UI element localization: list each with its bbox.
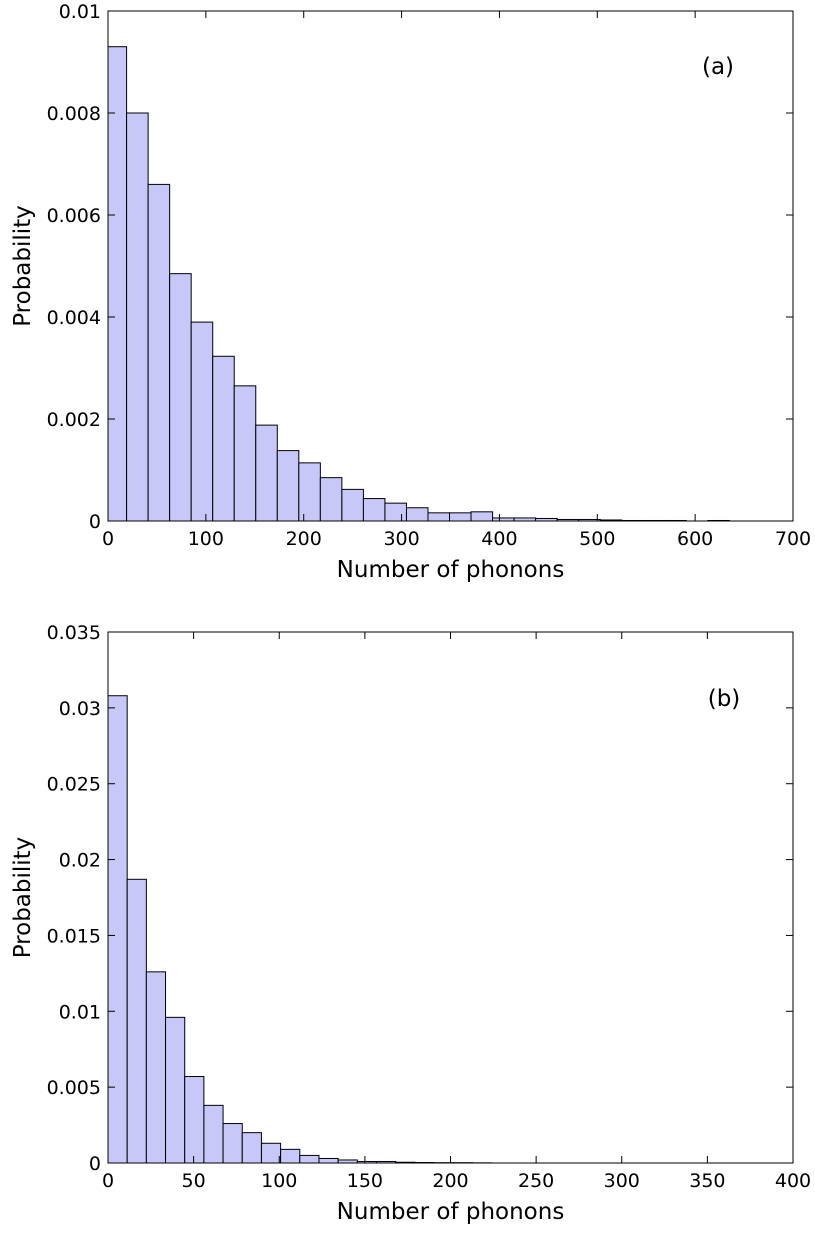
x-tick-label: 400 [775, 1170, 811, 1192]
x-tick-label: 100 [261, 1170, 297, 1192]
x-tick-label: 300 [604, 1170, 640, 1192]
panel-label: (a) [702, 54, 734, 80]
y-axis-label: Probability [10, 837, 36, 959]
y-tick-label: 0.01 [59, 1001, 101, 1023]
y-tick-label: 0.005 [47, 1077, 101, 1099]
y-tick-label: 0.002 [47, 409, 101, 431]
axis-ticks [107, 631, 794, 1164]
y-axis-label: Probability [10, 205, 36, 327]
histogram-bar [190, 321, 214, 522]
y-tick-label: 0.02 [59, 850, 101, 872]
y-tick-label: 0 [89, 1153, 101, 1175]
histogram-bar [233, 385, 257, 522]
x-tick-labels: 0 50 100 150 200 250 300 350 400 [102, 1170, 811, 1192]
x-tick-label: 0 [102, 528, 114, 550]
histogram-bar [165, 1016, 186, 1164]
histogram-bar [107, 46, 128, 522]
x-tick-label: 100 [188, 528, 224, 550]
histogram-bar [222, 1123, 243, 1164]
histogram-bar [470, 511, 494, 522]
histogram-bars [107, 46, 730, 522]
x-tick-labels: 0 100 200 300 400 500 600 700 [102, 528, 811, 550]
histogram-bar [276, 450, 300, 522]
y-tick-label: 0.006 [47, 205, 101, 227]
x-tick-label: 500 [579, 528, 615, 550]
x-tick-label: 50 [182, 1170, 206, 1192]
plot-frame [107, 631, 794, 1164]
x-tick-label: 200 [286, 528, 322, 550]
y-tick-label: 0 [89, 511, 101, 533]
x-tick-label: 250 [518, 1170, 554, 1192]
y-tick-labels: 0 0.005 0.01 0.015 0.02 0.025 0.03 0.035 [47, 622, 101, 1175]
histogram-bar [107, 695, 128, 1164]
x-tick-label: 400 [481, 528, 517, 550]
x-tick-label: 350 [689, 1170, 725, 1192]
histogram-bar [298, 462, 321, 522]
histogram-bar [260, 1142, 282, 1164]
x-tick-label: 600 [677, 528, 713, 550]
axis-ticks [107, 10, 794, 522]
y-tick-label: 0.004 [47, 307, 101, 329]
histogram-bar [203, 1104, 224, 1164]
histogram-bar [384, 502, 407, 522]
histogram-bar [427, 512, 451, 522]
y-tick-label: 0.015 [47, 925, 101, 947]
x-tick-label: 200 [432, 1170, 468, 1192]
histogram-bar [184, 1076, 205, 1164]
histogram-bar [299, 1154, 320, 1164]
panel-b: 0 50 100 150 200 250 300 350 400 0 0.005 0.01 0.015… [10, 622, 811, 1225]
histogram-bar [145, 971, 167, 1164]
histogram-bar [280, 1148, 301, 1164]
plot-frame [107, 10, 794, 522]
y-tick-labels: 0 0.002 0.004 0.006 0.008 0.01 [47, 1, 101, 533]
x-axis-label: Number of phonons [337, 1199, 565, 1225]
histogram-bar [212, 355, 235, 522]
x-tick-label: 0 [102, 1170, 114, 1192]
panel-label: (b) [708, 686, 741, 712]
x-tick-label: 150 [347, 1170, 383, 1192]
histogram-bar [241, 1132, 262, 1164]
histogram-bar [362, 498, 386, 522]
histogram-bar [319, 477, 343, 522]
histogram-bar [147, 183, 171, 522]
y-tick-label: 0.008 [47, 103, 101, 125]
panel-a: 0 100 200 300 400 500 600 700 00.0020.0040.0060… [10, 1, 811, 583]
y-tick-label: 0.035 [47, 622, 101, 644]
y-tick-label: 0.03 [59, 698, 101, 720]
histogram-bar [341, 488, 364, 522]
histogram-bar [255, 424, 278, 522]
histogram-bar [126, 112, 149, 522]
histogram-bar [318, 1157, 339, 1164]
x-axis-label: Number of phonons [337, 557, 565, 583]
histogram-bar [126, 878, 147, 1164]
y-tick-label: 0.025 [47, 774, 101, 796]
histogram-bar [405, 507, 429, 522]
histogram-bar [169, 273, 192, 522]
x-tick-label: 700 [775, 528, 811, 550]
histogram-bars [107, 695, 493, 1164]
x-tick-label: 300 [383, 528, 419, 550]
y-tick-label: 0.01 [59, 1, 101, 23]
histogram-bar [449, 512, 472, 522]
